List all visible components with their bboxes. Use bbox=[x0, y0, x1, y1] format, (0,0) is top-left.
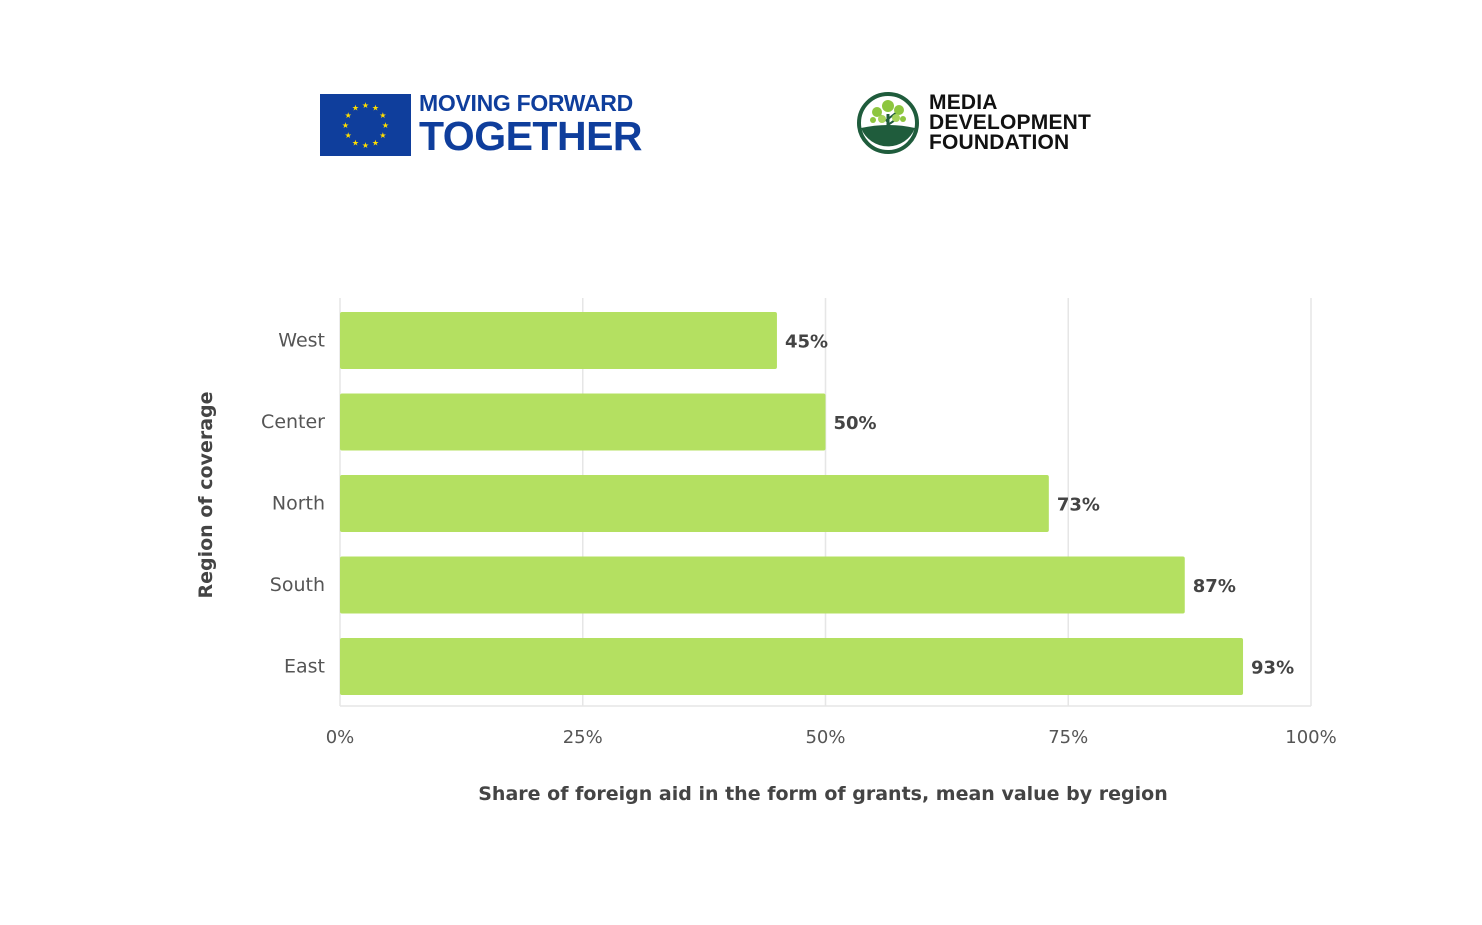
bars bbox=[340, 312, 1244, 695]
category-label: Center bbox=[261, 411, 325, 433]
bar bbox=[340, 312, 777, 369]
x-tick-label: 0% bbox=[326, 727, 355, 748]
data-label: 50% bbox=[834, 413, 877, 434]
star-icon: ★ bbox=[362, 101, 369, 110]
category-label: North bbox=[272, 493, 325, 515]
x-tick-label: 100% bbox=[1285, 727, 1336, 748]
bar bbox=[340, 638, 1244, 695]
eu-stars-icon: ★ ★★★★★★★★★★★ bbox=[342, 101, 389, 150]
category-label: West bbox=[278, 330, 325, 352]
mdf-logo-line3: FOUNDATION bbox=[929, 131, 1070, 154]
star-icon: ★ bbox=[345, 131, 352, 140]
eu-logo-line2: TOGETHER bbox=[419, 113, 643, 159]
eu-logo-line1: MOVING FORWARD bbox=[419, 90, 633, 116]
data-label: 45% bbox=[785, 332, 828, 353]
x-tick-label: 25% bbox=[563, 727, 603, 748]
star-icon: ★ bbox=[362, 141, 369, 150]
bar bbox=[340, 475, 1049, 532]
tree-icon bbox=[857, 92, 919, 154]
x-tick-label: 50% bbox=[805, 727, 845, 748]
x-tick-label: 75% bbox=[1048, 727, 1088, 748]
mdf-logo: MEDIA DEVELOPMENT FOUNDATION bbox=[857, 92, 1091, 154]
mdf-logo-text: MEDIA DEVELOPMENT FOUNDATION bbox=[929, 91, 1092, 154]
category-label: South bbox=[270, 574, 325, 596]
mdf-logo-line1: MEDIA bbox=[929, 91, 998, 114]
data-label: 93% bbox=[1251, 658, 1294, 679]
star-icon: ★ bbox=[382, 121, 389, 130]
star-icon: ★ bbox=[352, 103, 359, 112]
labels: 0% 25% 50% 75% 100% West 45% Center 50% North 73% S… bbox=[261, 330, 1337, 749]
category-label: East bbox=[284, 656, 325, 678]
eu-logo: ★ ★ ★ ★ ★ ★ ★ ★ ★ ★ ★ ★ MOVING FORWARD TOGETHER bbox=[320, 90, 643, 159]
star-icon: ★ bbox=[379, 131, 386, 140]
star-icon: ★ bbox=[372, 138, 379, 147]
y-axis-title: Region of coverage bbox=[195, 391, 217, 598]
star-icon: ★ bbox=[379, 111, 386, 120]
star-icon: ★ bbox=[352, 138, 359, 147]
mdf-logo-line2: DEVELOPMENT bbox=[929, 111, 1092, 134]
bar bbox=[340, 556, 1185, 614]
eu-logo-text: MOVING FORWARD TOGETHER bbox=[419, 90, 643, 159]
bar bbox=[340, 393, 826, 451]
star-icon: ★ bbox=[342, 121, 349, 130]
data-label: 87% bbox=[1193, 576, 1236, 597]
data-label: 73% bbox=[1057, 495, 1100, 516]
star-icon: ★ bbox=[372, 103, 379, 112]
star-icon: ★ bbox=[345, 111, 352, 120]
x-axis-title: Share of foreign aid in the form of gran… bbox=[478, 783, 1168, 805]
eu-flag-icon: ★ ★ ★ ★ ★ ★ ★ ★ ★ ★ ★ ★ bbox=[320, 93, 411, 156]
